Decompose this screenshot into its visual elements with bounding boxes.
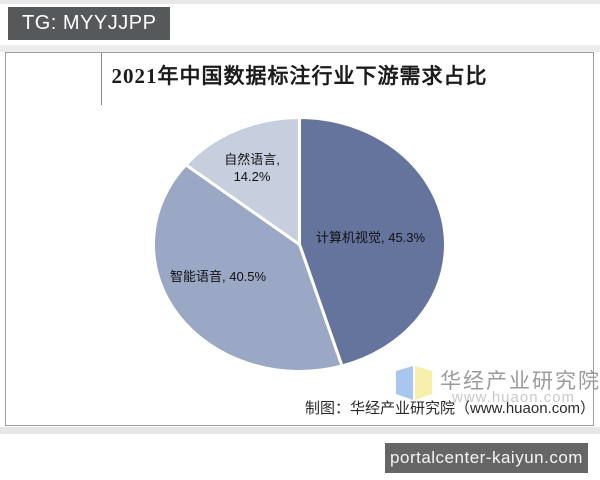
chart-title: 2021年中国数据标注行业下游需求占比 <box>111 64 488 88</box>
tg-badge: TG: MYYJJPP <box>8 7 171 40</box>
pie-label-natural-language-line1: 自然语言, <box>224 152 280 167</box>
watermark-org-text: 华经产业研究院 <box>440 370 600 393</box>
chart-credit: 制图：华经产业研究院（www.huaon.com） <box>305 400 596 417</box>
pie-label-computer-vision: 计算机视觉, 45.3% <box>316 230 426 245</box>
book-logo-icon <box>396 366 432 400</box>
pie-slice-2 <box>152 163 344 373</box>
pie-label-intelligent-voice: 智能语音, 40.5% <box>170 269 267 284</box>
watermark-url-text: www.huaon.com <box>452 389 576 406</box>
pie-label-natural-language-line2: 14.2% <box>233 169 271 184</box>
frame-bottom-gap <box>0 427 600 434</box>
title-left-divider <box>101 53 102 105</box>
pie-chart <box>145 112 455 378</box>
frame-top-gap <box>0 45 600 52</box>
site-badge: portalcenter-kaiyun.com <box>385 443 588 473</box>
top-strip <box>0 0 600 4</box>
pie-slice-3 <box>184 116 301 246</box>
pie-label-natural-language: 自然语言, 14.2% <box>214 151 290 185</box>
watermark: 华经产业研究院 www.huaon.com <box>394 361 599 407</box>
pie-slice-1 <box>298 116 447 368</box>
